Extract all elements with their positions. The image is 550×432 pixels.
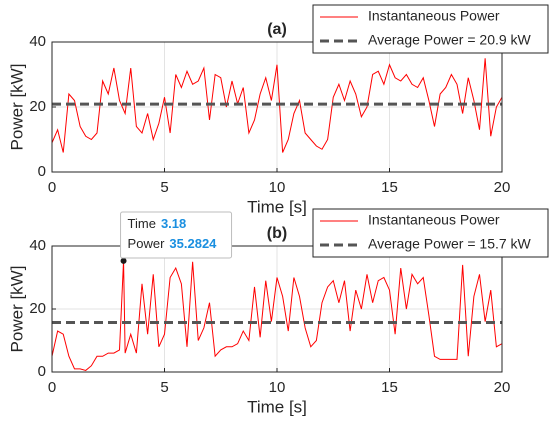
datatip-row: Time 3.18: [128, 216, 187, 231]
y-tick-label: 20: [29, 300, 46, 317]
datatip: Time 3.18 Power 35.2824: [120, 211, 233, 264]
x-tick-label: 5: [160, 179, 168, 196]
y-tick-label: 20: [29, 98, 46, 115]
datatip-value: 3.18: [161, 216, 186, 231]
legend-box: [312, 4, 549, 54]
series-line: [51, 260, 503, 371]
chart-title: (a): [267, 21, 287, 38]
x-tick-label: 0: [48, 179, 56, 196]
x-tick-label: 10: [269, 179, 286, 196]
datatip-label: Power: [128, 236, 166, 251]
legend-label: Average Power = 20.9 kW: [368, 32, 532, 48]
legend-label: Average Power = 15.7 kW: [368, 236, 532, 252]
y-tick-label: 0: [38, 363, 46, 380]
y-axis-label: Power [kW]: [7, 64, 26, 151]
x-axis-label: Time [s]: [247, 197, 307, 216]
x-tick-label: 20: [494, 179, 511, 196]
x-tick-label: 5: [160, 379, 168, 396]
y-tick-label: 40: [29, 237, 46, 254]
y-axis-label: Power [kW]: [7, 266, 26, 353]
x-tick-label: 15: [381, 179, 398, 196]
axes: 0 5 10 15 20 0 20 40 (a) Time [s] Power [kW]: [7, 21, 510, 216]
y-tick-label: 40: [29, 33, 46, 50]
axes-box: [51, 245, 503, 373]
axes-box: [51, 41, 503, 173]
x-axis-label: Time [s]: [247, 397, 307, 416]
x-tick-label: 20: [494, 379, 511, 396]
x-tick-label: 0: [48, 379, 56, 396]
datatip-value: 35.2824: [169, 236, 217, 251]
datatip-row: Power 35.2824: [128, 236, 218, 251]
legend-box: [312, 208, 549, 258]
legend-label: Instantaneous Power: [368, 8, 500, 24]
series-line: [51, 58, 503, 153]
datatip-label: Time: [128, 216, 156, 231]
legend: Instantaneous Power Average Power = 15.7 …: [312, 208, 549, 258]
legend-label: Instantaneous Power: [368, 212, 500, 228]
x-tick-label: 10: [269, 379, 286, 396]
axes: 0 5 10 15 20 0 20 40 (b) Time [s] Power [kW]: [7, 225, 510, 416]
legend: Instantaneous Power Average Power = 20.9 …: [312, 4, 549, 54]
y-tick-label: 0: [38, 163, 46, 180]
chart-title: (b): [267, 225, 287, 242]
datatip-marker: [120, 257, 127, 264]
x-tick-label: 15: [381, 379, 398, 396]
datatip-box: [120, 211, 233, 259]
